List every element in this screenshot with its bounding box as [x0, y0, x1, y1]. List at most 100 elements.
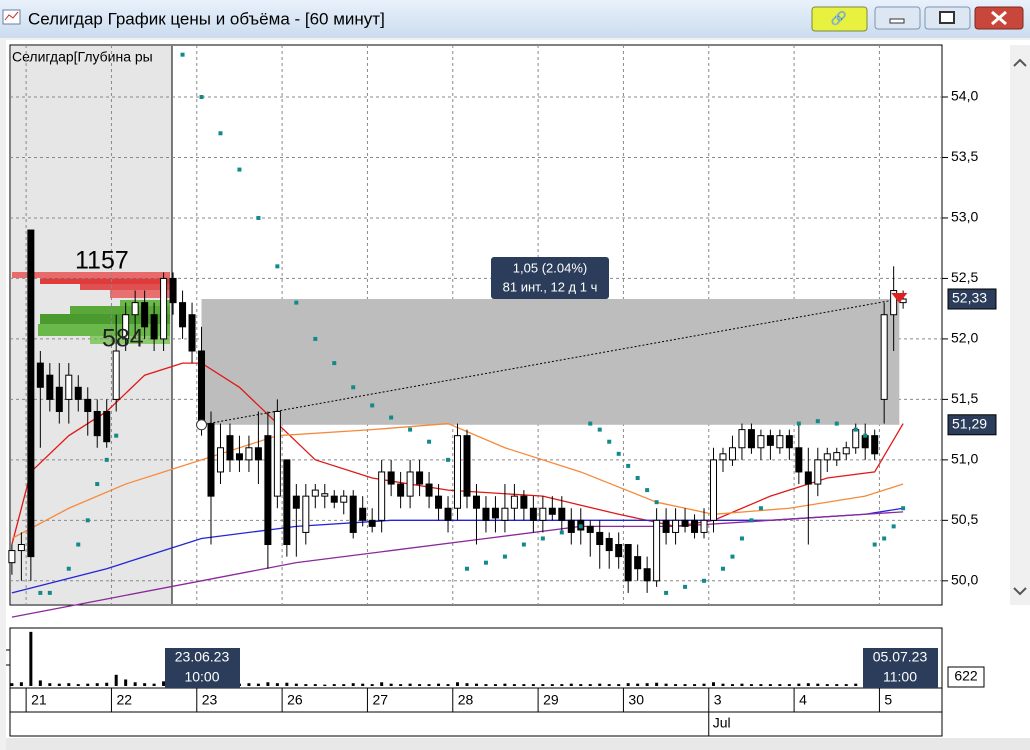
volume-bar [313, 684, 317, 686]
sar-dot [882, 536, 887, 541]
profile-bars [12, 272, 170, 344]
volume-bar [427, 684, 431, 686]
volume-bar [342, 684, 346, 686]
cursor-time: 11:00 [883, 669, 917, 685]
candle-body [482, 507, 490, 521]
volume-bar [626, 683, 630, 686]
volume-bar [835, 684, 839, 686]
volume-bar [825, 684, 829, 686]
sar-dot [180, 52, 185, 57]
ma-line [11, 362, 904, 545]
ma-line [11, 422, 904, 540]
volume-bar [266, 682, 270, 686]
sar-dot [275, 264, 280, 269]
v-scrollbar[interactable] [1010, 45, 1030, 605]
candle-body [567, 519, 575, 533]
volume-bar [617, 684, 621, 686]
x-tick-label: 27 [372, 692, 388, 708]
volume-bar [607, 684, 611, 686]
volume-bar [816, 683, 820, 686]
sar-dot [607, 439, 612, 444]
price-tag [947, 288, 997, 310]
volume-bar [446, 684, 450, 686]
candle-body [254, 447, 262, 461]
x-tick-label: 21 [31, 692, 47, 708]
sar-dot [483, 560, 488, 565]
volume-bar [787, 684, 791, 686]
sar-dot [237, 167, 242, 172]
volume-last-box [947, 666, 985, 688]
candle-body [520, 495, 528, 509]
candle-body [235, 453, 243, 461]
volume-bar [730, 684, 734, 686]
y-tick-label: 53,0 [951, 209, 978, 225]
candle-body [179, 302, 187, 328]
candle-body [207, 423, 215, 497]
candle-body [387, 471, 395, 485]
sar-dot [616, 451, 621, 456]
sar-dot [626, 463, 631, 468]
candle-body [643, 568, 651, 582]
candle-body [368, 519, 376, 527]
candle-body [188, 314, 196, 352]
candle-body [662, 519, 670, 533]
candle-body [330, 495, 338, 503]
volume-bar [484, 684, 488, 686]
volume-bar [598, 683, 602, 686]
candle-body [55, 386, 63, 412]
volume-bar [399, 684, 403, 686]
link-button[interactable] [811, 6, 868, 32]
sar-dot [446, 457, 451, 462]
y-tick-label: 51,0 [951, 451, 978, 467]
candle-body [691, 519, 699, 533]
y-tick-label: 50,5 [951, 511, 978, 527]
measure-tooltip [491, 257, 609, 299]
sar-dot [901, 506, 906, 511]
volume-bar [67, 683, 71, 686]
month-label: Jul [713, 715, 731, 731]
candle-body [27, 229, 35, 558]
y-tick-label: 54,0 [951, 88, 978, 104]
candle-body [804, 471, 812, 485]
candle-body [8, 550, 16, 564]
candle-body [491, 507, 499, 519]
volume-bar [133, 682, 137, 686]
candle-body [672, 519, 680, 533]
sar-dot [588, 421, 593, 426]
minimize-button[interactable] [874, 6, 921, 30]
sar-dot [739, 536, 744, 541]
h-scrollbar[interactable] [6, 738, 1030, 750]
candle-body [416, 471, 424, 485]
sar-dot [85, 518, 90, 523]
sar-dot [47, 590, 52, 595]
candle-body [529, 507, 537, 521]
candle-body [131, 302, 139, 316]
volume-bar [844, 684, 848, 686]
candle-body [463, 435, 471, 497]
candle-body [634, 556, 642, 570]
scroll-up[interactable] [1013, 58, 1027, 67]
scroll-down[interactable] [1013, 587, 1027, 596]
volume-bar [323, 684, 327, 686]
volume-bar [674, 684, 678, 686]
volume-bar [806, 683, 810, 686]
sar-dot [730, 554, 735, 559]
candle-body [340, 495, 348, 503]
volume-bar [256, 683, 260, 686]
candle-body [700, 519, 708, 533]
volume-bar [143, 683, 147, 686]
volume-bar [636, 683, 640, 686]
x-tick-label: 23 [202, 692, 218, 708]
sar-dot [597, 427, 602, 432]
y-tick-label: 52,0 [951, 330, 978, 346]
sar-dot [313, 336, 318, 341]
volume-bar [275, 683, 279, 686]
volume-bar [162, 681, 166, 686]
volume-bar [503, 683, 507, 686]
volume-bar [493, 684, 497, 686]
candle-body [653, 519, 661, 582]
volume-bar [48, 683, 52, 686]
volume-bar [380, 682, 384, 686]
sar-dot [114, 433, 119, 438]
candle-body [871, 435, 879, 455]
